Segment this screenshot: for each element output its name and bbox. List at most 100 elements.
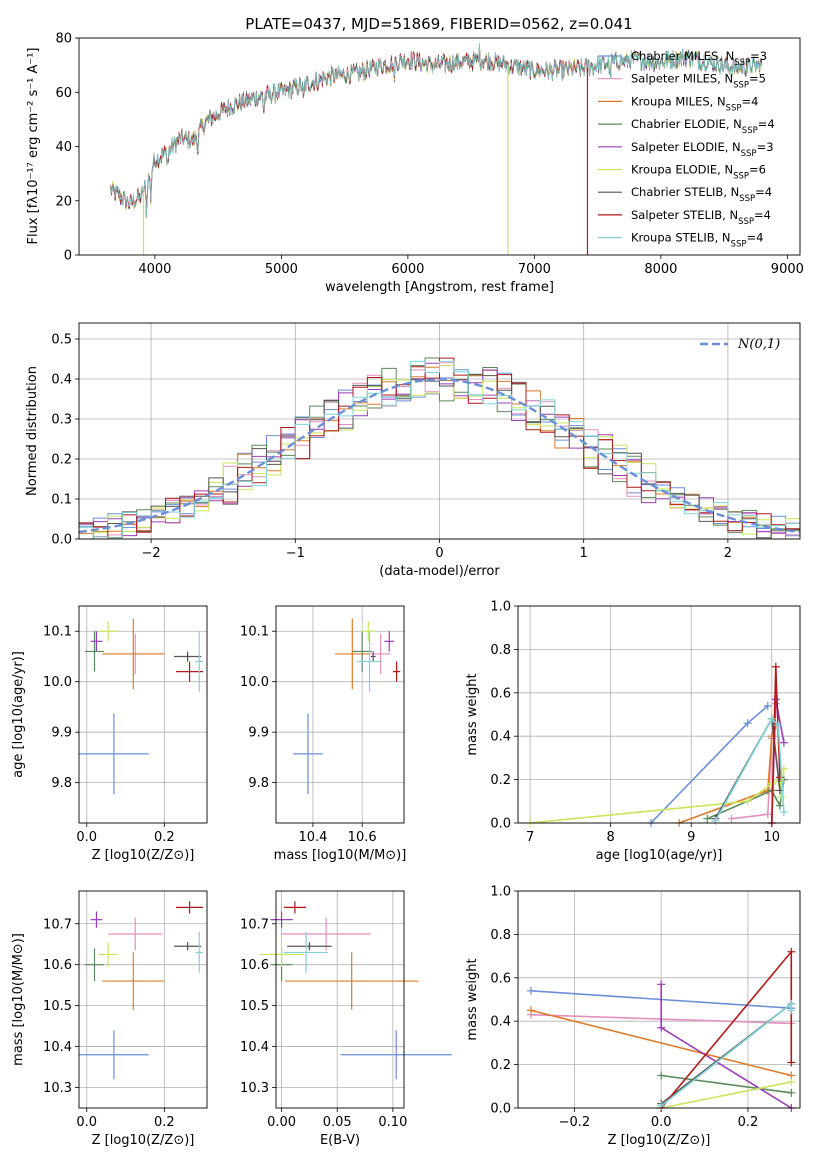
y-tick-label: 0.6 — [490, 686, 511, 701]
y-axis-label: mass weight — [465, 673, 480, 755]
y-tick-label: 9.8 — [51, 776, 72, 791]
y-tick-label: 60 — [55, 86, 72, 101]
panel-Z_weight: −0.2 0.0 0.2 0.0 0.2 0.4 0.6 0.8 1.0 — [490, 885, 800, 1130]
x-tick-label: 0.2 — [154, 830, 175, 845]
y-tick-label: 0.8 — [490, 928, 511, 943]
x-axis-label: (data-model)/error — [379, 564, 500, 579]
y-axis-label: age [log10(age/yr)] — [11, 651, 26, 778]
y-tick-label: 0.1 — [51, 493, 72, 508]
legend-entry: Chabrier STELIB, NSSP=4 — [631, 185, 772, 204]
y-tick-label: 0.2 — [51, 453, 72, 468]
spectrum-lines — [110, 43, 763, 255]
y-tick-label: 10.0 — [43, 675, 72, 690]
legend-suffix: =4 — [754, 208, 771, 222]
y-tick-label: 10.5 — [43, 999, 72, 1014]
y-axis-label: Normed distribution — [25, 366, 40, 496]
y-tick-label: 10.1 — [240, 625, 269, 640]
x-tick-label: 0.10 — [378, 1115, 407, 1130]
x-axis-label: mass [log10(M/M⊙)] — [274, 848, 407, 863]
legend-entry: Kroupa ELODIE, NSSP=6 — [631, 163, 766, 182]
axes-frame-residuals — [78, 322, 801, 540]
axes-frame-Z_mass — [78, 890, 208, 1109]
y-tick-label: 10.1 — [43, 625, 72, 640]
crosses-EBV_mass — [259, 901, 452, 1080]
y-tick-label: 0.6 — [490, 971, 511, 986]
zw-line — [530, 1009, 792, 1077]
y-tick-label: 9.8 — [248, 776, 269, 791]
panel-age_weight: 7 8 9 10 0.0 0.2 0.4 0.6 0.8 1.0 — [490, 600, 800, 845]
y-tick-label: 0.0 — [490, 817, 511, 832]
x-tick-label: 0.2 — [154, 1115, 175, 1130]
legend-subscript: SSP — [733, 172, 749, 182]
ssp-lines — [526, 662, 788, 827]
legend-entry-normal: N(0,1) — [737, 337, 780, 352]
legend-subscript: SSP — [741, 149, 757, 159]
legend-entry: Salpeter ELODIE, NSSP=3 — [631, 140, 774, 159]
y-tick-label: 0.4 — [51, 373, 72, 388]
panel-Z_age: 0.0 0.2 9.8 9.9 10.0 10.1 — [43, 606, 207, 845]
legend-subscript: SSP — [742, 126, 758, 136]
x-tick-label: 9 — [687, 830, 695, 845]
y-tick-label: 10.3 — [240, 1081, 269, 1096]
legend-suffix: =4 — [758, 117, 775, 131]
y-tick-label: 10.4 — [240, 1040, 269, 1055]
x-tick-label: 0.2 — [738, 1115, 759, 1130]
zw-line — [661, 1074, 792, 1094]
panel-EBV_mass: 0.00 0.05 0.10 10.3 10.4 10.5 10.6 10.7 — [240, 891, 407, 1130]
y-tick-label: 9.9 — [248, 726, 269, 741]
x-axis-label: E(B-V) — [320, 1133, 360, 1148]
ssp-line — [714, 717, 785, 822]
x-tick-label: 1 — [580, 546, 588, 561]
y-tick-label: 0.2 — [490, 773, 511, 788]
y-axis-label: Flux [fλ10⁻¹⁷ erg cm⁻² s⁻¹ A⁻¹] — [26, 48, 41, 245]
legend-suffix: =3 — [757, 140, 774, 154]
legend-suffix: =3 — [750, 49, 767, 63]
x-tick-label: 0.0 — [76, 1115, 97, 1130]
normal-curve — [78, 378, 801, 534]
y-tick-label: 40 — [55, 140, 72, 155]
x-axis-label: Z [log10(Z/Z⊙)] — [92, 1133, 195, 1148]
x-tick-label: 0 — [435, 546, 443, 561]
x-tick-label: 10 — [764, 830, 781, 845]
figure-title: PLATE=0437, MJD=51869, FIBERID=0562, z=0… — [245, 15, 632, 33]
x-axis-label: wavelength [Angstrom, rest frame] — [325, 280, 554, 295]
y-axis-label: mass [log10(M/M⊙)] — [11, 933, 26, 1066]
ssp-line — [678, 725, 777, 824]
legend-subscript: SSP — [731, 240, 747, 250]
y-tick-label: 10.7 — [240, 917, 269, 932]
y-axis-label: mass weight — [465, 958, 480, 1040]
y-tick-label: 10.5 — [240, 999, 269, 1014]
zw-lines — [527, 947, 796, 1112]
axes-frame-Z_weight — [517, 890, 801, 1109]
y-tick-label: 10.0 — [240, 675, 269, 690]
panel-Z_mass: 0.0 0.2 10.3 10.4 10.5 10.6 10.7 — [43, 891, 207, 1130]
x-tick-label: 0.0 — [651, 1115, 672, 1130]
x-tick-label: 10.6 — [348, 830, 377, 845]
y-tick-label: 1.0 — [490, 600, 511, 615]
x-tick-label: 7 — [526, 830, 534, 845]
y-tick-label: 0.4 — [490, 1015, 511, 1030]
crosses-Z_mass — [79, 901, 204, 1080]
legend-suffix: =5 — [749, 72, 766, 86]
crosses-Z_age — [79, 618, 204, 795]
legend-suffix: =4 — [741, 94, 758, 108]
legend-subscript: SSP — [738, 217, 754, 227]
legend-suffix: =6 — [749, 163, 766, 177]
y-tick-label: 10.3 — [43, 1081, 72, 1096]
x-axis-label: Z [log10(Z/Z⊙)] — [92, 848, 195, 863]
x-tick-label: 6000 — [391, 262, 424, 277]
axes-frame-spectrum — [78, 37, 801, 256]
panel-residuals: −2 −1 0 1 2 0.0 0.1 0.2 0.3 0.4 0.5 — [51, 323, 800, 561]
x-tick-label: −2 — [142, 546, 161, 561]
y-tick-label: 80 — [55, 32, 72, 47]
y-tick-label: 10.6 — [240, 958, 269, 973]
y-tick-label: 0.5 — [51, 333, 72, 348]
x-tick-label: 8 — [607, 830, 615, 845]
panel-spectrum: 4000 5000 6000 7000 8000 9000 0 20 40 60 80 — [55, 32, 803, 278]
legend-subscript: SSP — [739, 194, 755, 204]
legend-entry: Salpeter STELIB, NSSP=4 — [631, 208, 771, 227]
x-tick-label: 4000 — [138, 262, 171, 277]
y-tick-label: 10.7 — [43, 917, 72, 932]
